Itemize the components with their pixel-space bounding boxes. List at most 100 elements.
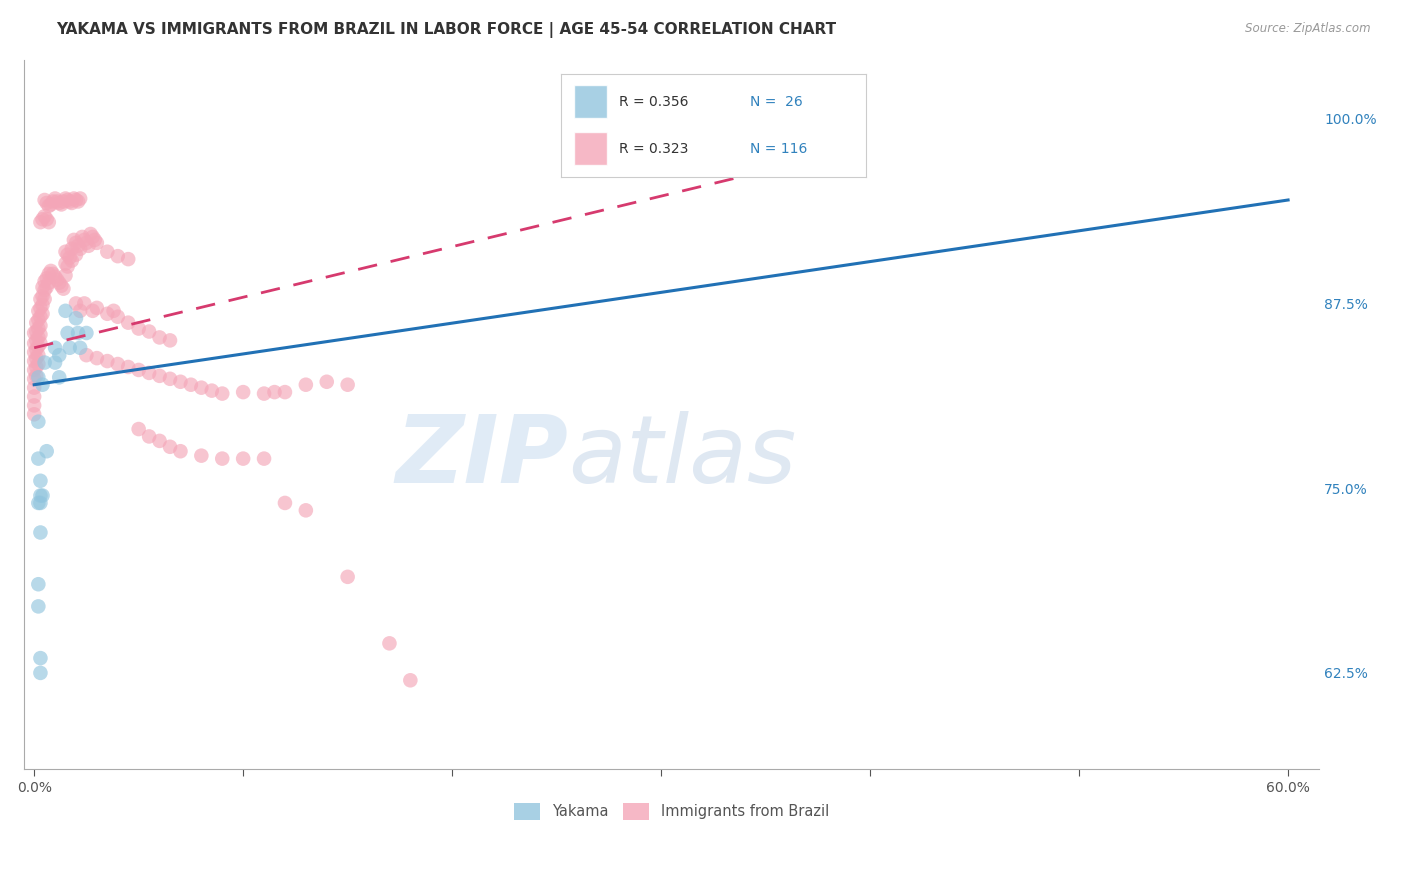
Point <box>148 368 170 383</box>
Point <box>27 348 49 362</box>
Point <box>73 233 96 247</box>
Point <box>38 267 60 281</box>
Point <box>27 330 49 344</box>
Point <box>55 256 77 270</box>
Point <box>138 325 160 339</box>
Point <box>27 415 49 429</box>
Point <box>22 326 45 340</box>
Point <box>55 268 77 283</box>
Point <box>42 267 65 281</box>
Point <box>35 444 58 458</box>
Point <box>63 233 86 247</box>
Point <box>34 209 56 223</box>
Point <box>65 193 87 207</box>
Point <box>27 599 49 614</box>
Point <box>70 230 93 244</box>
Point <box>22 381 45 395</box>
Point <box>30 327 52 342</box>
Point <box>128 363 150 377</box>
Point <box>65 235 87 250</box>
Point <box>60 242 83 256</box>
Point <box>44 192 66 206</box>
Point <box>159 372 181 386</box>
Point <box>27 303 49 318</box>
Point <box>25 316 48 330</box>
Point <box>39 264 62 278</box>
Point <box>34 283 56 297</box>
Point <box>263 385 285 400</box>
Point <box>117 316 139 330</box>
Point <box>59 194 82 209</box>
Point <box>169 444 191 458</box>
Point <box>22 363 45 377</box>
Point <box>27 339 49 353</box>
Point <box>30 665 52 680</box>
Point <box>31 289 53 303</box>
Point <box>56 248 79 262</box>
Point <box>48 370 70 384</box>
Point <box>31 307 53 321</box>
Point <box>83 233 105 247</box>
Point <box>336 570 359 584</box>
Point <box>30 525 52 540</box>
Point <box>48 348 70 362</box>
Point <box>169 375 191 389</box>
Point <box>34 355 56 369</box>
Point <box>65 311 87 326</box>
Point <box>159 334 181 348</box>
Point <box>60 196 83 211</box>
Point <box>59 341 82 355</box>
Point <box>25 343 48 357</box>
Point <box>38 199 60 213</box>
Point <box>30 651 52 665</box>
Point <box>67 194 90 209</box>
Point <box>75 326 97 340</box>
Point <box>79 227 101 241</box>
Point <box>44 355 66 369</box>
Point <box>22 407 45 421</box>
Point <box>55 303 77 318</box>
Point <box>48 196 70 211</box>
Point <box>69 341 91 355</box>
Point <box>30 336 52 351</box>
Point <box>274 385 297 400</box>
Point <box>138 429 160 443</box>
Point <box>31 212 53 227</box>
Point <box>27 451 49 466</box>
Point <box>22 354 45 368</box>
Point <box>35 271 58 285</box>
Point <box>25 334 48 348</box>
Point <box>253 386 276 401</box>
Point <box>52 194 75 209</box>
Point <box>96 354 118 368</box>
Point <box>107 357 129 371</box>
Point <box>27 370 49 384</box>
Point <box>35 280 58 294</box>
Point <box>22 345 45 359</box>
Point <box>48 276 70 290</box>
Point <box>27 577 49 591</box>
Point <box>211 386 233 401</box>
Point <box>399 673 422 688</box>
Point <box>107 249 129 263</box>
Point <box>69 242 91 256</box>
Point <box>25 325 48 339</box>
Point <box>211 451 233 466</box>
Point <box>103 303 125 318</box>
Point <box>128 321 150 335</box>
Point <box>378 636 401 650</box>
Point <box>232 385 254 400</box>
Point <box>44 341 66 355</box>
Point <box>148 330 170 344</box>
Point <box>34 193 56 207</box>
Point <box>46 194 69 209</box>
Text: Source: ZipAtlas.com: Source: ZipAtlas.com <box>1246 22 1371 36</box>
Point <box>22 372 45 386</box>
Point <box>190 449 212 463</box>
Point <box>51 197 73 211</box>
Point <box>63 192 86 206</box>
Text: ZIP: ZIP <box>395 411 568 503</box>
Point <box>30 318 52 333</box>
Point <box>295 377 318 392</box>
Point <box>42 194 65 209</box>
